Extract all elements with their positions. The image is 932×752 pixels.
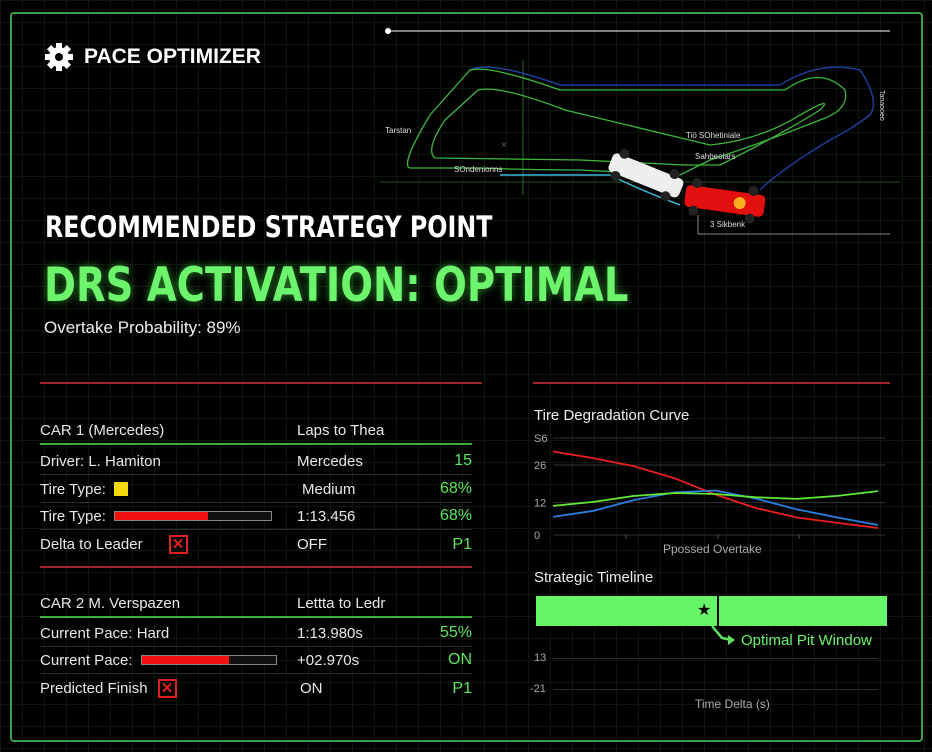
row-label: Driver: L. Hamiton [40,452,161,470]
row-value: P1 [452,535,472,553]
series-line-2 [552,490,879,507]
car2-header: CAR 2 M. Verspazen Lettta to Ledr [40,591,472,618]
series-line-1 [552,489,879,526]
row-label: Tire Type: [40,480,106,498]
app-logo: PACE OPTIMIZER [44,42,261,72]
car2-title: CAR 2 M. Verspazen [40,595,181,612]
row-mid: 1:13.456 [297,507,356,525]
star-icon: ★ [697,602,712,619]
dashboard-frame [10,12,923,742]
table-row: Current Pace: +02.970s ON [40,647,472,674]
divider [40,566,472,568]
car1-header: CAR 1 (Mercedes) Laps to Thea [40,418,472,445]
wear-bar [113,511,272,521]
pit-window-annotation: Optimal Pit Window [741,632,872,649]
strategy-recommendation: DRS ACTIVATION: OPTIMAL [44,258,629,313]
table-row: Tire Type: 1:13.456 68% [40,503,472,530]
row-mid: ON [300,680,323,697]
timeline-bar[interactable] [536,596,887,626]
x-axis-label: Ppossed Overtake [663,542,762,556]
timeline-title: Strategic Timeline [534,569,654,586]
car1-title: CAR 1 (Mercedes) [40,422,165,439]
row-mid: +02.970s [297,651,360,669]
tire-degradation-chart: 0 12 26 S6 [534,433,885,542]
app-title: PACE OPTIMIZER [84,45,261,68]
divider [533,382,890,384]
y-tick: 13 [534,652,547,664]
row-mid: Mercedes [297,452,363,470]
table-row: Driver: L. Hamiton Mercedes 15 [40,448,472,475]
row-value: P1 [452,679,472,697]
x-box-icon[interactable]: ✕ [168,535,188,554]
row-label: Tire Type: [40,507,106,525]
car2-col-header: Lettta to Ledr [297,595,386,612]
track-map: Tarstan Tiö SOhetiniale Sahbeolars SOnde… [380,28,900,235]
row-value: 15 [454,452,472,469]
track-label: Sahbeolars [695,152,735,161]
svg-text:×: × [501,140,507,151]
row-value: 68% [439,507,472,524]
arrow-icon [711,625,735,645]
chart-title: Tire Degradation Curve [534,407,690,424]
wear-bar [140,655,277,665]
table-row: Current Pace: Hard 1:13.980s 55% [40,620,472,647]
timeline-marker [717,596,719,628]
table-row: Delta to Leader ✕ OFF P1 [40,531,472,558]
y-tick-label: 26 [534,460,546,472]
row-mid: 1:13.980s [297,624,363,642]
y-tick-label: 12 [534,498,546,510]
track-label: Tanaooeo [878,90,885,121]
track-label: Tarstan [385,126,411,135]
track-label: SOndenionns [454,165,502,174]
row-value: 68% [439,480,472,497]
x-axis-label: Time Delta (s) [695,697,770,711]
gear-icon [45,43,73,71]
row-label: Current Pace: Hard [40,624,170,642]
x-box-icon[interactable]: ✕ [157,679,177,698]
table-row: Predicted Finish ✕ ON P1 [40,675,472,702]
red-car-icon [684,177,766,224]
table-row: Tire Type: Medium 68% [40,476,472,503]
track-label: 3 Sikbenk [710,220,746,229]
divider [40,382,482,384]
track-label: Tiö SOhetiniale [686,131,741,140]
y-tick-label: 0 [534,530,540,542]
strategy-heading: RECOMMENDED STRATEGY POINT [45,210,493,244]
row-label: Current Pace: [40,651,133,669]
row-label: Predicted Finish [40,680,148,697]
row-value: ON [448,651,472,668]
tire-color-swatch [113,482,128,496]
row-label: Delta to Leader [40,536,143,553]
y-tick-label: S6 [534,433,547,445]
row-mid: Medium [302,480,356,498]
car1-col-header: Laps to Thea [297,422,385,439]
row-mid: OFF [297,536,327,553]
overtake-probability: Overtake Probability: 89% [44,318,241,337]
white-car-icon [608,148,684,202]
y-tick: -21 [530,683,546,695]
row-value: 55% [439,624,472,641]
